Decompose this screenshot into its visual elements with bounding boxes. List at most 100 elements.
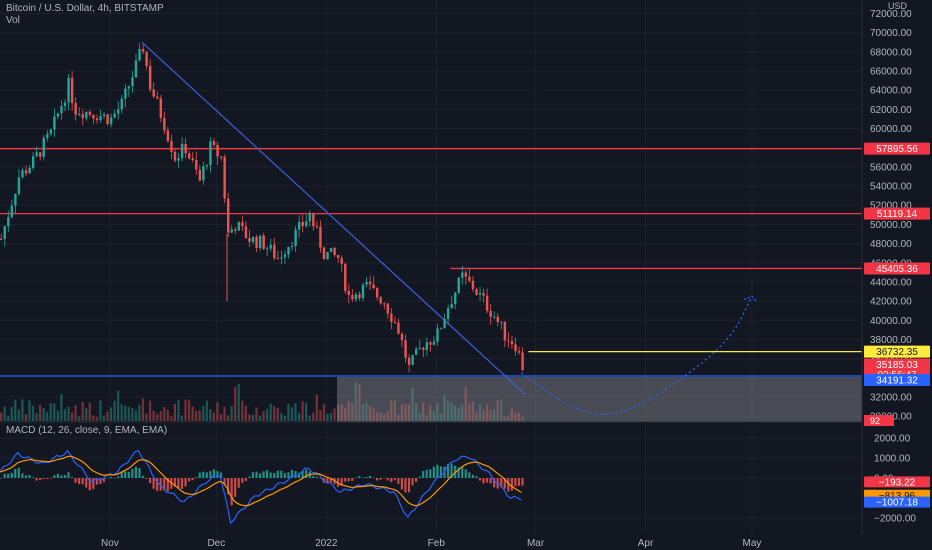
macd-histogram-bar [510, 478, 513, 491]
candle [244, 226, 248, 239]
volume-bar [60, 394, 63, 421]
volume-bar [230, 405, 233, 421]
volume-bar [88, 402, 91, 421]
candle [173, 151, 177, 161]
candle [361, 284, 365, 299]
candle [422, 347, 425, 350]
macd-histogram-bar [361, 477, 364, 479]
volume-bar [195, 410, 198, 421]
candle [475, 289, 478, 295]
candle [67, 77, 70, 103]
candle [297, 222, 301, 230]
macd-histogram-bar [227, 478, 230, 495]
candle [507, 340, 510, 342]
price-tick: 56000.00 [870, 162, 912, 173]
price-tick: 40000.00 [870, 316, 912, 327]
trend-line[interactable] [141, 41, 526, 395]
candle [471, 280, 475, 290]
macd-histogram-bar [400, 478, 404, 490]
volume-bar [283, 415, 286, 421]
time-tick: Apr [638, 538, 654, 549]
candle [354, 294, 358, 300]
candle [429, 342, 432, 345]
macd-histogram-bar [273, 473, 276, 478]
macd-histogram-bar [74, 478, 77, 483]
candle [287, 246, 290, 255]
volume-bar [351, 402, 354, 421]
macd-tick: 1000.00 [874, 454, 911, 465]
volume-bar [301, 401, 304, 421]
macd-histogram-bar [14, 469, 17, 478]
volume-bar [223, 406, 226, 421]
volume-bar [78, 416, 81, 421]
macd-histogram-bar [95, 478, 98, 485]
macd-histogram-bar [290, 469, 294, 478]
volume-bar [198, 409, 201, 421]
macd-histogram-bar [329, 478, 333, 483]
price-tick: 48000.00 [870, 239, 912, 250]
price-tick: 70000.00 [870, 28, 912, 39]
candle [241, 222, 244, 227]
volume-bar [347, 400, 350, 421]
volume-bar [294, 403, 297, 421]
volume-bar [10, 406, 13, 421]
macd-histogram-bar [464, 469, 467, 478]
volume-bars [0, 382, 524, 421]
macd-histogram-bar [407, 478, 411, 493]
candle [248, 238, 251, 242]
candle [521, 352, 524, 371]
macd-histogram-bar [191, 478, 194, 481]
candle [514, 344, 517, 352]
macd-histogram-bar [42, 478, 45, 480]
volume-bar [280, 413, 283, 421]
volume-bar [120, 404, 123, 421]
candle [485, 295, 489, 311]
candle [411, 354, 414, 365]
macd-histogram-bar [28, 474, 31, 478]
macd-histogram-bar [319, 478, 322, 479]
candle [70, 77, 74, 104]
volume-bar [329, 412, 333, 421]
candle [138, 49, 141, 61]
volume-bar [237, 383, 240, 421]
candle [414, 348, 418, 355]
macd-histogram-bar [205, 472, 208, 478]
volume-bar [187, 400, 191, 421]
projection-path[interactable] [521, 296, 753, 415]
candle [131, 77, 134, 87]
svg-text:92: 92 [870, 416, 880, 426]
candle [63, 102, 67, 107]
macd-histogram-bar [106, 477, 109, 479]
candle [347, 290, 351, 296]
macd-histogram-bar [127, 471, 130, 478]
macd-histogram-bar [180, 478, 184, 489]
price-labels: 57895.56 51119.14 45405.36 36732.35 34191.32… [864, 142, 930, 509]
macd-histogram-bar [340, 478, 343, 486]
candle [436, 328, 439, 342]
volume-bar [14, 399, 17, 421]
candle [493, 316, 496, 318]
macd-histogram-bar [187, 478, 191, 482]
volume-bar [276, 408, 279, 421]
volume-value-label: 92 [864, 415, 894, 426]
candle [0, 238, 3, 240]
volume-bar [517, 412, 521, 421]
volume-bar [24, 414, 28, 421]
macd-histogram-bar [3, 473, 6, 478]
macd-histogram-bar [478, 478, 482, 481]
volume-bar [209, 409, 212, 421]
candle [439, 328, 443, 330]
macd-histogram-bar [429, 469, 432, 478]
volume-bar [99, 400, 102, 421]
volume-bar [138, 404, 141, 421]
candle [273, 244, 276, 259]
macd-histogram-bar [283, 473, 286, 478]
candle [216, 144, 219, 157]
macd-histogram-bar [216, 471, 219, 478]
macd-histogram-bar [354, 477, 357, 479]
candle [336, 255, 340, 259]
candle [85, 111, 88, 119]
volume-bar [219, 414, 223, 421]
macd-histogram-bar [184, 478, 187, 487]
